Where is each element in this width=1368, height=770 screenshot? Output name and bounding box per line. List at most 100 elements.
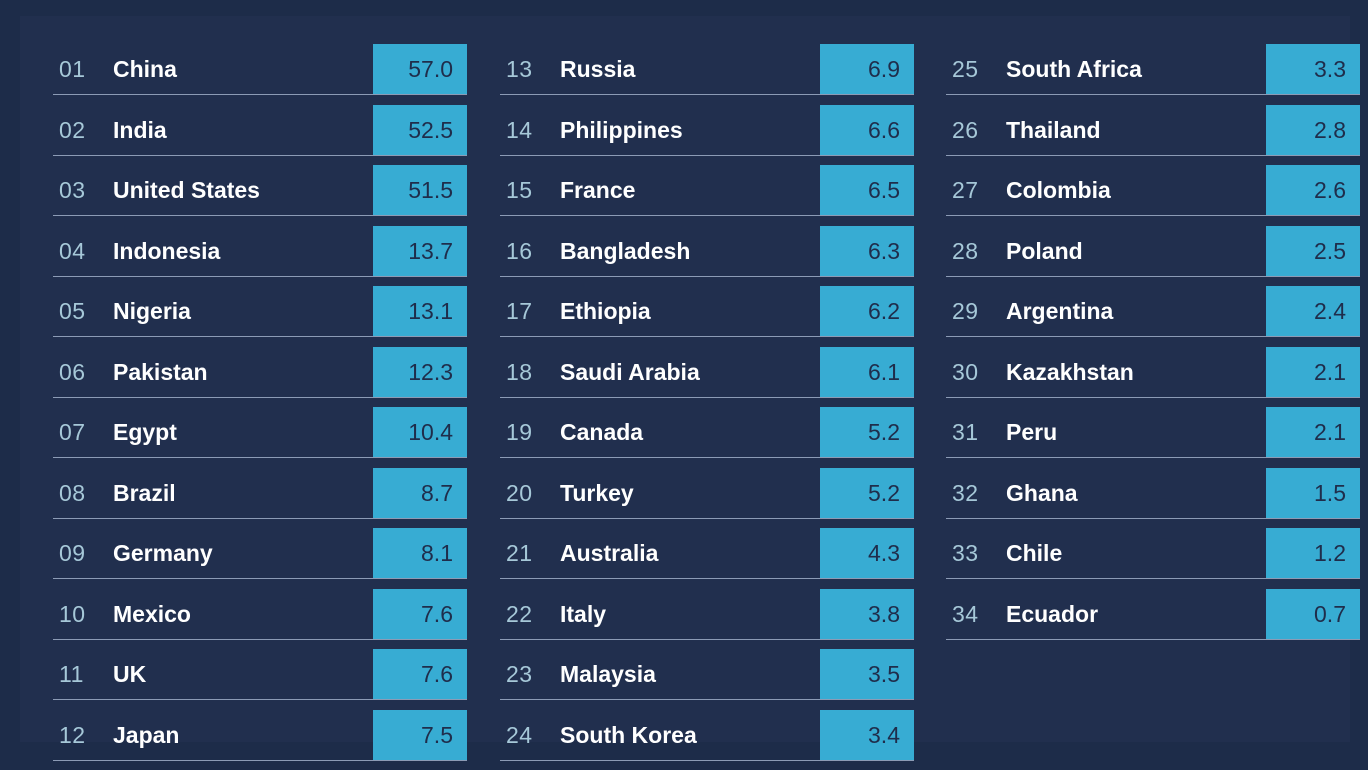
value-label: 4.3 bbox=[868, 540, 900, 566]
value-label: 57.0 bbox=[408, 56, 453, 82]
table-row: 05 Nigeria 13.1 bbox=[53, 286, 467, 337]
rank-label: 04 bbox=[59, 237, 86, 264]
value-box: 52.5 bbox=[373, 104, 467, 155]
value-box: 13.1 bbox=[373, 286, 467, 336]
table-row: 31 Peru 2.1 bbox=[946, 407, 1360, 458]
country-label: Poland bbox=[1006, 237, 1083, 264]
country-label: France bbox=[560, 177, 636, 203]
rank-label: 34 bbox=[952, 600, 979, 627]
value-label: 7.5 bbox=[421, 721, 453, 748]
rank-label: 15 bbox=[506, 177, 533, 203]
value-box: 3.3 bbox=[1266, 44, 1360, 94]
country-label: Russia bbox=[560, 56, 636, 82]
rank-label: 24 bbox=[506, 721, 533, 748]
rank-label: 03 bbox=[59, 177, 86, 203]
rank-label: 01 bbox=[59, 56, 86, 82]
value-box: 6.1 bbox=[820, 346, 914, 397]
rank-label: 33 bbox=[952, 540, 979, 566]
rank-label: 02 bbox=[59, 116, 86, 143]
country-label: India bbox=[113, 116, 167, 143]
value-box: 3.4 bbox=[820, 709, 914, 760]
rank-label: 09 bbox=[59, 540, 86, 566]
rank-label: 19 bbox=[506, 419, 533, 445]
table-row: 10 Mexico 7.6 bbox=[53, 588, 467, 640]
value-label: 6.1 bbox=[868, 358, 900, 385]
value-label: 8.7 bbox=[421, 479, 453, 506]
ranking-column: 13 Russia 6.9 14 Philippines 6.6 15 France 6.5 16… bbox=[500, 44, 914, 770]
value-label: 0.7 bbox=[1314, 600, 1346, 627]
value-label: 6.5 bbox=[868, 177, 900, 203]
table-row: 17 Ethiopia 6.2 bbox=[500, 286, 914, 337]
country-label: Peru bbox=[1006, 419, 1058, 445]
value-box: 6.5 bbox=[820, 165, 914, 215]
value-label: 13.1 bbox=[408, 298, 453, 324]
value-label: 2.1 bbox=[1314, 358, 1346, 385]
value-label: 1.5 bbox=[1314, 479, 1346, 506]
rank-label: 10 bbox=[59, 600, 86, 627]
value-label: 6.6 bbox=[868, 116, 900, 143]
country-label: Thailand bbox=[1006, 116, 1101, 143]
country-label: China bbox=[113, 56, 177, 82]
rank-label: 22 bbox=[506, 600, 533, 627]
table-row: 24 South Korea 3.4 bbox=[500, 709, 914, 761]
table-row: 04 Indonesia 13.7 bbox=[53, 225, 467, 277]
value-label: 52.5 bbox=[408, 116, 453, 143]
value-box: 8.7 bbox=[373, 467, 467, 518]
value-box: 5.2 bbox=[820, 467, 914, 518]
country-label: Turkey bbox=[560, 479, 634, 506]
value-box: 10.4 bbox=[373, 407, 467, 457]
value-label: 10.4 bbox=[408, 419, 453, 445]
table-row: 02 India 52.5 bbox=[53, 104, 467, 156]
country-label: United States bbox=[113, 177, 260, 203]
ranking-panel: 01 China 57.0 02 India 52.5 03 United States 51.… bbox=[20, 16, 1360, 761]
rank-label: 32 bbox=[952, 479, 979, 506]
value-box: 6.2 bbox=[820, 286, 914, 336]
value-box: 7.6 bbox=[373, 588, 467, 639]
value-label: 7.6 bbox=[421, 600, 453, 627]
country-label: Indonesia bbox=[113, 237, 221, 264]
country-label: Malaysia bbox=[560, 661, 656, 687]
value-label: 3.8 bbox=[868, 600, 900, 627]
rank-label: 25 bbox=[952, 56, 979, 82]
country-label: Argentina bbox=[1006, 298, 1114, 324]
value-box: 13.7 bbox=[373, 225, 467, 276]
country-label: South Africa bbox=[1006, 56, 1142, 82]
value-label: 51.5 bbox=[408, 177, 453, 203]
value-label: 6.2 bbox=[868, 298, 900, 324]
rank-label: 16 bbox=[506, 237, 533, 264]
table-row: 21 Australia 4.3 bbox=[500, 528, 914, 579]
value-label: 12.3 bbox=[408, 358, 453, 385]
country-label: Bangladesh bbox=[560, 237, 691, 264]
value-label: 2.8 bbox=[1314, 116, 1346, 143]
country-label: Chile bbox=[1006, 540, 1063, 566]
rank-label: 28 bbox=[952, 237, 979, 264]
value-label: 8.1 bbox=[421, 540, 453, 566]
table-row: 23 Malaysia 3.5 bbox=[500, 649, 914, 700]
country-label: Japan bbox=[113, 721, 180, 748]
value-label: 3.3 bbox=[1314, 56, 1346, 82]
country-label: Egypt bbox=[113, 419, 177, 445]
value-box: 1.5 bbox=[1266, 467, 1360, 518]
rank-label: 12 bbox=[59, 721, 86, 748]
value-box: 6.9 bbox=[820, 44, 914, 94]
table-row: 06 Pakistan 12.3 bbox=[53, 346, 467, 398]
country-label: Ghana bbox=[1006, 479, 1078, 506]
value-label: 6.9 bbox=[868, 56, 900, 82]
rank-label: 14 bbox=[506, 116, 533, 143]
country-label: Canada bbox=[560, 419, 644, 445]
value-label: 2.1 bbox=[1314, 419, 1346, 445]
table-row: 15 France 6.5 bbox=[500, 165, 914, 216]
rank-label: 07 bbox=[59, 419, 86, 445]
rank-label: 06 bbox=[59, 358, 86, 385]
country-label: Germany bbox=[113, 540, 213, 566]
value-box: 2.1 bbox=[1266, 346, 1360, 397]
country-label: Ethiopia bbox=[560, 298, 651, 324]
table-row: 14 Philippines 6.6 bbox=[500, 104, 914, 156]
table-row: 13 Russia 6.9 bbox=[500, 44, 914, 95]
table-row: 08 Brazil 8.7 bbox=[53, 467, 467, 519]
rank-label: 29 bbox=[952, 298, 979, 324]
table-row: 01 China 57.0 bbox=[53, 44, 467, 95]
rank-label: 20 bbox=[506, 479, 533, 506]
rank-label: 26 bbox=[952, 116, 979, 143]
country-label: Brazil bbox=[113, 479, 176, 506]
